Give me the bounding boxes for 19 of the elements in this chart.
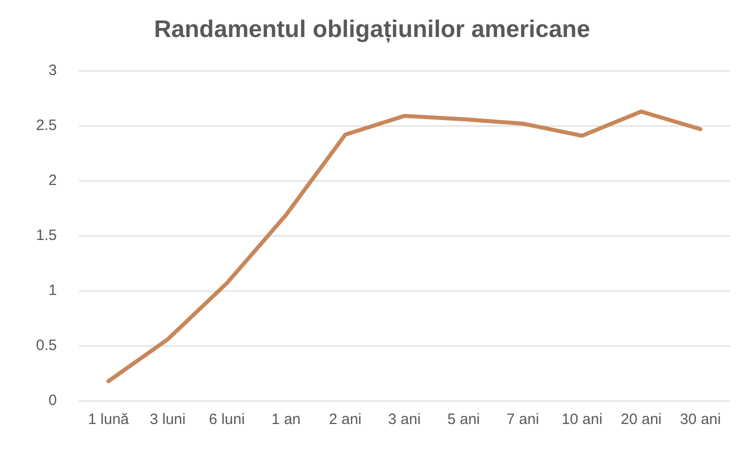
x-tick-label: 7 ani [506,411,540,428]
x-tick-label: 10 ani [562,411,602,428]
y-tick-label: 0 [48,392,57,410]
x-tick-label: 30 ani [680,411,721,428]
y-tick-label: 1 [48,282,57,300]
y-tick-label: 1.5 [36,227,57,244]
y-tick-label: 2 [48,172,57,190]
x-tick-label: 6 luni [208,411,245,428]
chart-title: Randamentul obligațiunilor americane [154,16,590,44]
y-tick-label: 3 [48,62,57,79]
x-tick-label: 2 ani [328,411,362,428]
y-tick-label: 0.5 [36,337,57,354]
x-tick-label: 3 luni [150,411,186,428]
x-tick-label: 20 ani [620,411,662,428]
y-tick-label: 2.5 [36,116,57,134]
x-tick-label: 1 an [271,411,301,428]
x-tick-label: 1 lună [88,411,130,428]
x-tick-label: 5 ani [447,411,480,428]
x-tick-label: 3 ani [388,411,421,428]
